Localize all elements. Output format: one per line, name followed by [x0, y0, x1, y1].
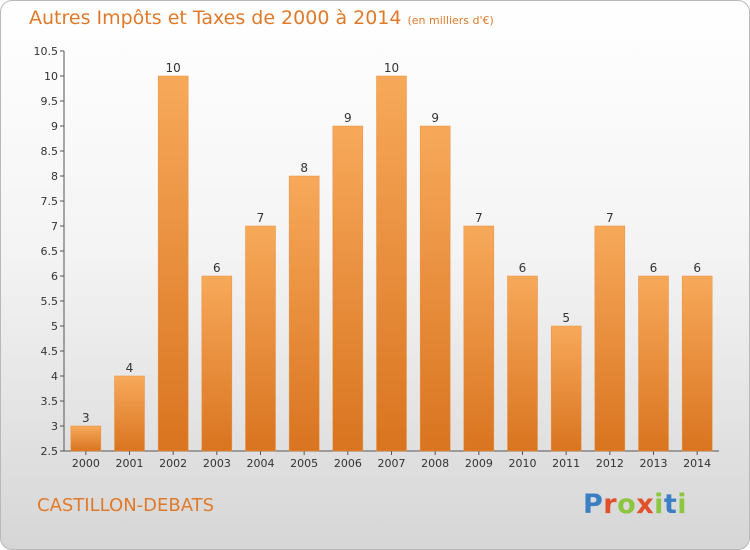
- y-tick-label: 3: [51, 420, 58, 433]
- x-tick-label: 2014: [683, 457, 711, 470]
- bar-value-label: 5: [562, 311, 570, 325]
- bar-2006: [332, 125, 364, 452]
- y-tick-label: 4.5: [41, 345, 59, 358]
- logo-letter: x: [636, 489, 655, 520]
- x-tick-label: 2006: [334, 457, 362, 470]
- bar-2014: [681, 275, 713, 452]
- x-tick-label: 2013: [640, 457, 668, 470]
- logo-letter: P: [583, 489, 604, 520]
- x-tick-label: 2000: [72, 457, 100, 470]
- y-tick-label: 10.5: [34, 45, 59, 58]
- x-tick-label: 2003: [203, 457, 231, 470]
- y-tick-label: 2.5: [41, 445, 59, 458]
- bar-2004: [245, 225, 276, 452]
- y-tick-label: 7: [51, 220, 58, 233]
- logo-letter: t: [663, 489, 678, 520]
- bar-value-label: 7: [475, 211, 483, 225]
- chart-title-text: Autres Impôts et Taxes de 2000 à 2014: [29, 7, 402, 29]
- y-tick-label: 5.5: [41, 295, 59, 308]
- x-tick-label: 2008: [421, 457, 449, 470]
- y-tick-label: 8: [51, 170, 58, 183]
- chart-unit: (en milliers d'€): [407, 14, 494, 27]
- x-tick-label: 2012: [596, 457, 624, 470]
- commune-name: CASTILLON-DEBATS: [37, 495, 215, 516]
- y-tick-label: 10: [44, 70, 58, 83]
- logo-letter: r: [603, 489, 618, 520]
- bar-value-label: 7: [257, 211, 265, 225]
- bar-2012: [594, 225, 626, 452]
- x-tick-label: 2004: [247, 457, 275, 470]
- bar-value-label: 6: [213, 261, 221, 275]
- logo-letter: i: [654, 489, 664, 520]
- y-tick-label: 7.5: [41, 195, 59, 208]
- x-tick-label: 2005: [290, 457, 318, 470]
- bar-2011: [550, 325, 582, 452]
- y-tick-label: 6.5: [41, 245, 59, 258]
- logo-letter: o: [617, 489, 637, 520]
- logo-letter: i: [677, 489, 688, 520]
- y-tick-label: 8.5: [41, 145, 59, 158]
- y-tick-label: 3.5: [41, 395, 59, 408]
- bar-2008: [419, 125, 451, 452]
- bar-2013: [638, 275, 669, 452]
- x-tick-label: 2010: [509, 457, 537, 470]
- chart-bars: 3 4 10 6 7 8 9 10 9 7 6 5 7 6 6: [70, 61, 713, 452]
- bar-value-label: 6: [693, 261, 701, 275]
- bar-value-label: 6: [519, 261, 527, 275]
- y-tick-label: 6: [51, 270, 58, 283]
- bar-2003: [201, 275, 233, 452]
- y-tick-label: 5: [51, 320, 58, 333]
- x-tick-label: 2007: [378, 457, 406, 470]
- bar-value-label: 7: [606, 211, 614, 225]
- y-tick-label: 9.5: [41, 95, 59, 108]
- bar-2009: [463, 225, 495, 452]
- bar-value-label: 9: [344, 111, 352, 125]
- bar-value-label: 3: [82, 411, 90, 425]
- bar-value-label: 4: [126, 361, 134, 375]
- bar-2002: [157, 75, 189, 452]
- bar-value-label: 6: [650, 261, 658, 275]
- bar-2000: [70, 425, 102, 452]
- x-tick-label: 2009: [465, 457, 493, 470]
- bar-value-label: 10: [384, 61, 399, 75]
- bar-value-label: 8: [300, 161, 308, 175]
- bar-2005: [288, 175, 320, 452]
- x-tick-label: 2001: [116, 457, 144, 470]
- bar-value-label: 9: [431, 111, 439, 125]
- x-tick-label: 2002: [159, 457, 187, 470]
- x-tick-label: 2011: [552, 457, 580, 470]
- proxiti-logo[interactable]: Proxiti: [583, 489, 687, 520]
- bar-2007: [376, 75, 407, 452]
- y-tick-label: 4: [51, 370, 58, 383]
- chart-title: Autres Impôts et Taxes de 2000 à 2014 (en…: [29, 7, 494, 29]
- bar-value-label: 10: [166, 61, 181, 75]
- bar-2001: [114, 375, 145, 452]
- bar-2010: [507, 275, 538, 452]
- y-tick-label: 9: [51, 120, 58, 133]
